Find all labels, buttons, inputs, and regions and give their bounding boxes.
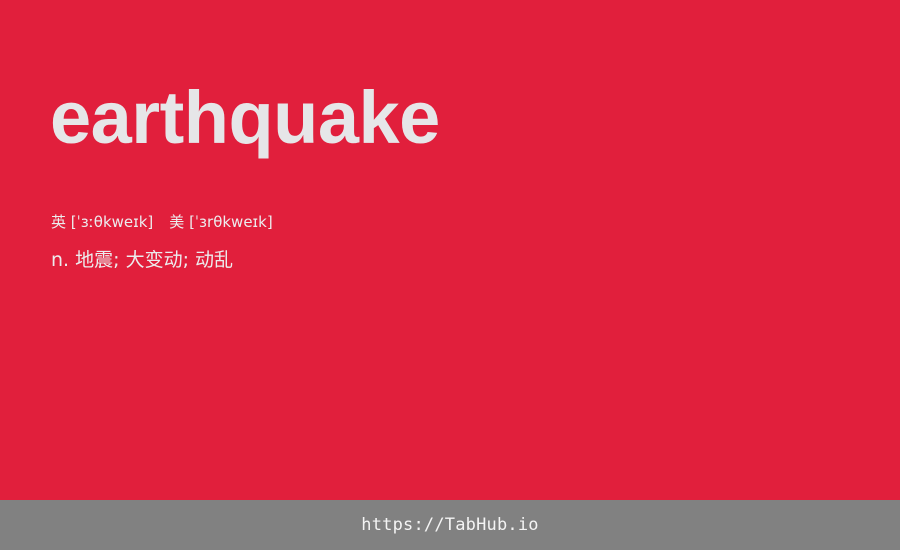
part-of-speech: n. bbox=[51, 249, 70, 271]
tabhub-link[interactable]: https://TabHub.io bbox=[361, 515, 539, 535]
headword: earthquake bbox=[50, 76, 440, 159]
us-phonetic: [ˈɜrθkweɪk] bbox=[189, 213, 273, 231]
definition-row: n. 地震; 大变动; 动乱 bbox=[51, 247, 233, 273]
uk-label: 英 bbox=[51, 213, 67, 231]
word-card: earthquake 英 [ˈɜːθkweɪk] 美 [ˈɜrθkweɪk] n.… bbox=[50, 76, 441, 273]
phonetics-row: 英 [ˈɜːθkweɪk] 美 [ˈɜrθkweɪk] bbox=[51, 212, 273, 232]
uk-phonetic: [ˈɜːθkweɪk] bbox=[70, 213, 154, 231]
us-label: 美 bbox=[169, 213, 185, 231]
definition-text: 地震; 大变动; 动乱 bbox=[75, 249, 234, 271]
footer-bar: https://TabHub.io bbox=[0, 500, 900, 550]
